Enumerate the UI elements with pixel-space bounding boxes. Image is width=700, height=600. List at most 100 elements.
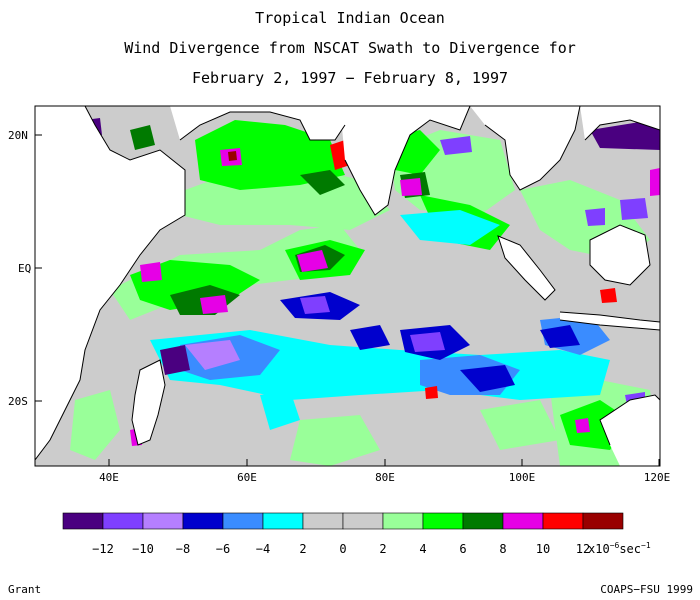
arabia-iran-land — [170, 106, 345, 140]
field-patch — [200, 295, 228, 314]
colorbar-tick-label: 10 — [536, 542, 550, 556]
sumatra-land — [498, 236, 555, 300]
colorbar-tick-label: 2 — [299, 542, 306, 556]
field-patch — [650, 168, 660, 196]
colorbar-swatch — [222, 512, 264, 530]
colorbar — [62, 512, 624, 530]
field-patch — [410, 332, 445, 352]
coastline-australia — [599, 394, 660, 446]
china-land — [580, 106, 660, 140]
colorbar-swatch — [382, 512, 424, 530]
colorbar-tick-label: 0 — [339, 542, 346, 556]
field-patch — [300, 296, 330, 314]
colorbar-swatch — [142, 512, 184, 530]
field-patch — [195, 120, 345, 190]
coastline-china — [584, 119, 660, 141]
colorbar-tick-label: −10 — [132, 542, 154, 556]
colorbar-swatch — [182, 512, 224, 530]
colorbar-swatch — [582, 512, 624, 530]
colorbar-swatch — [302, 512, 344, 530]
field-patch — [620, 198, 648, 220]
colorbar-swatch — [262, 512, 304, 530]
coastline-madagascar — [131, 359, 166, 446]
lon-label-60e: 60E — [237, 471, 257, 484]
colorbar-tick-label: −8 — [176, 542, 190, 556]
field-patch — [480, 400, 560, 450]
colorbar-swatch — [422, 512, 464, 530]
madagascar-land — [132, 360, 165, 445]
india-land — [340, 106, 470, 215]
lon-label-120e: 120E — [644, 471, 671, 484]
coastline-sumatra — [497, 235, 556, 301]
borneo-land — [590, 225, 650, 285]
divergence-field — [35, 106, 660, 466]
field-patch — [400, 178, 422, 196]
java-land — [560, 312, 660, 330]
colorbar-swatch — [102, 512, 144, 530]
field-patch — [185, 340, 240, 370]
colorbar-swatch — [502, 512, 544, 530]
colorbar-unit-seconds: sec — [619, 542, 641, 556]
field-patch — [540, 325, 580, 348]
field-patch — [575, 418, 590, 433]
colorbar-tick-label: 4 — [419, 542, 426, 556]
colorbar-unit-base: x10 — [588, 542, 610, 556]
lon-label-40e: 40E — [99, 471, 119, 484]
coastline-java — [559, 311, 660, 331]
colorbar-tick-label: 2 — [379, 542, 386, 556]
field-patch — [160, 345, 190, 375]
lon-label-80e: 80E — [375, 471, 395, 484]
colorbar-swatch — [542, 512, 584, 530]
plot-frame — [34, 105, 661, 467]
field-patch — [585, 208, 605, 226]
colorbar-tick-label: 6 — [459, 542, 466, 556]
coastline-africa — [35, 106, 186, 461]
southeast-asia-land — [470, 106, 580, 190]
colorbar-swatch — [62, 512, 104, 530]
field-patch — [600, 288, 617, 303]
coastline-borneo — [589, 224, 651, 286]
field-patch — [130, 125, 155, 150]
land-areas — [35, 106, 660, 466]
australia-land — [600, 395, 660, 466]
footer-author: Grant — [8, 583, 42, 596]
lat-label-20s: 20S — [8, 395, 28, 408]
colorbar-unit: x10−6sec−1 — [588, 541, 651, 556]
field-patch — [290, 415, 380, 466]
coastlines — [35, 106, 660, 461]
coastline-arabia — [179, 111, 346, 141]
map-date-range: February 2, 1997 − February 8, 1997 — [191, 69, 509, 87]
field-patch — [297, 250, 328, 272]
lat-label-20n: 20N — [8, 129, 28, 142]
footer-credit: COAPS−FSU 1999 — [600, 583, 693, 596]
field-patch — [400, 210, 500, 245]
field-patch — [460, 365, 515, 392]
field-patch — [140, 262, 162, 282]
colorbar-labels: −12 −10 −8 −6 −4 2 0 2 4 6 8 10 12 — [92, 542, 590, 556]
lon-label-100e: 100E — [509, 471, 536, 484]
colorbar-tick-label: 12 — [576, 542, 590, 556]
field-patch — [300, 170, 345, 195]
colorbar-tick-label: 8 — [499, 542, 506, 556]
axis-ticks — [35, 134, 660, 466]
colorbar-unit-exponent: −6 — [610, 541, 620, 550]
colorbar-swatch — [462, 512, 504, 530]
field-patch — [425, 386, 438, 399]
coastline-india — [344, 106, 471, 216]
field-patch — [260, 390, 300, 430]
field-patch — [350, 325, 390, 350]
colorbar-tick-label: −4 — [256, 542, 270, 556]
lat-label-eq: EQ — [18, 262, 31, 275]
colorbar-tick-label: −12 — [92, 542, 114, 556]
field-patch — [228, 151, 237, 161]
field-patch — [440, 136, 472, 155]
field-patch — [70, 390, 120, 460]
map-subtitle: Wind Divergence from NSCAT Swath to Dive… — [124, 39, 576, 57]
colorbar-swatch — [342, 512, 384, 530]
africa-arabia-land — [35, 106, 185, 460]
field-patch — [590, 122, 660, 150]
colorbar-tick-label: −6 — [216, 542, 230, 556]
map-title: Tropical Indian Ocean — [255, 9, 445, 27]
coastline-southeast-asia — [484, 106, 581, 191]
